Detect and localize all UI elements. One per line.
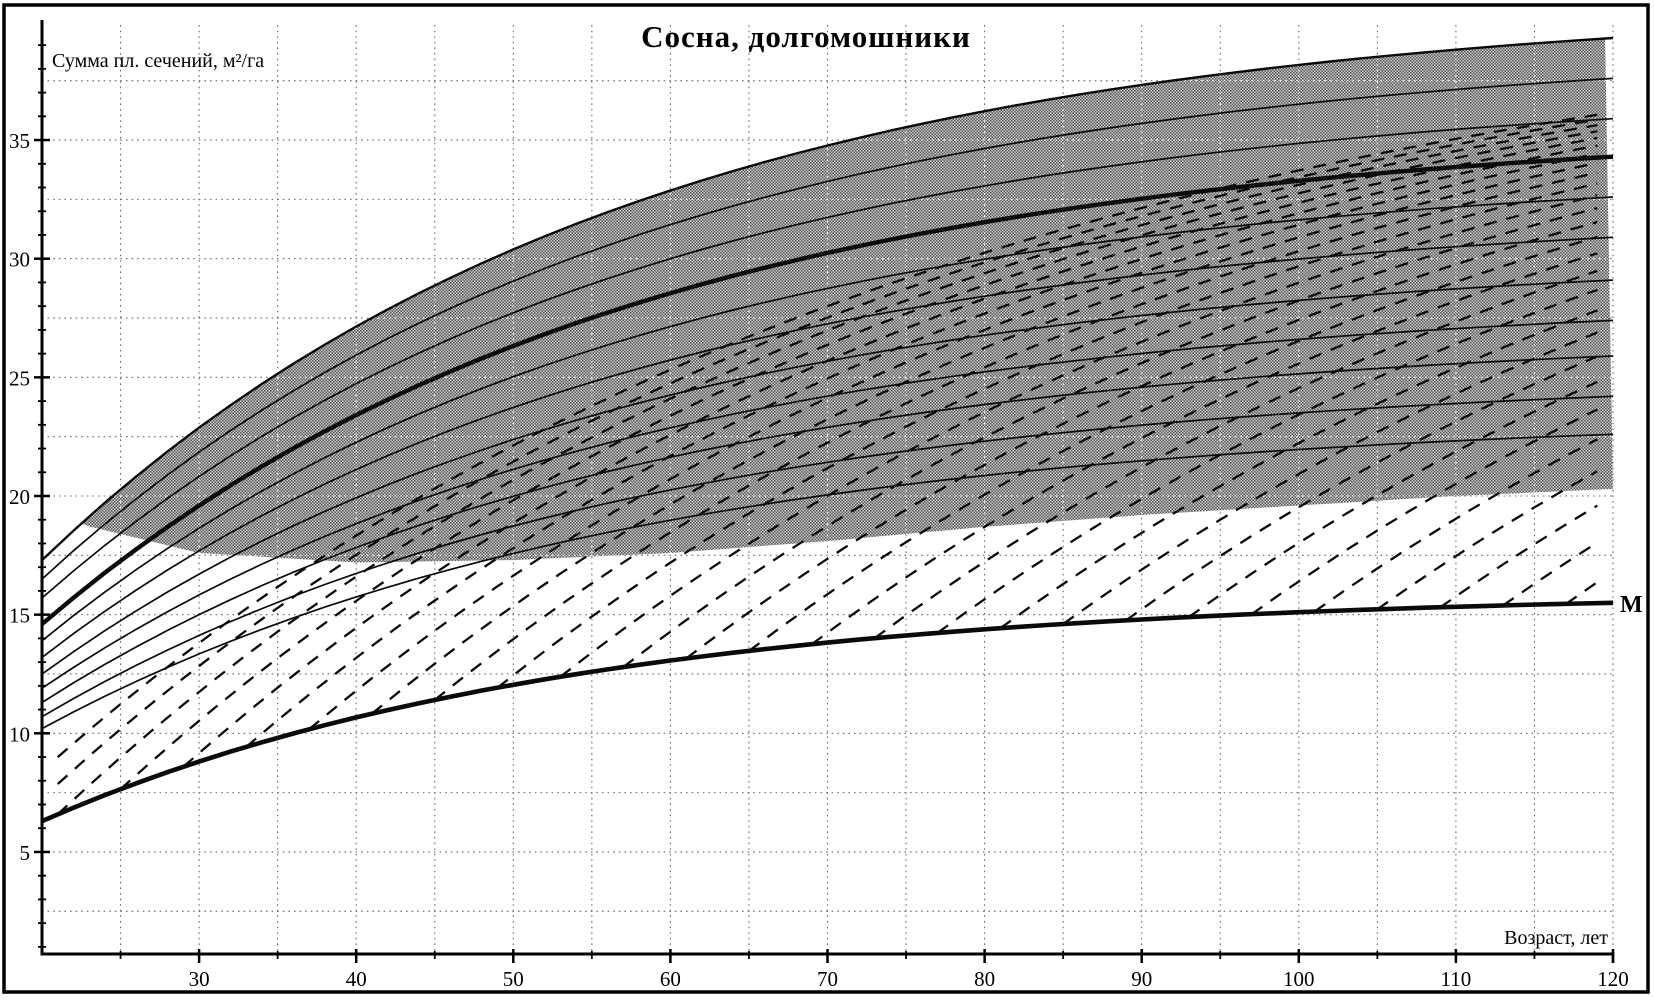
- thinning-trajectory: [1188, 380, 1598, 619]
- thinning-trajectory: [1313, 438, 1598, 613]
- thinning-trajectory: [936, 288, 1598, 634]
- stocking-curve: [42, 395, 1614, 718]
- x-tick-label: 50: [503, 967, 524, 991]
- minimum-basal-area-curve: [42, 600, 1614, 824]
- y-tick-labels: 5 10 15 20 25 30 35: [9, 129, 30, 865]
- thinning-trajectory: [1376, 470, 1598, 611]
- y-tick-label: 5: [20, 841, 31, 865]
- thinning-trajectory: [434, 171, 1598, 701]
- thinning-trajectory: [119, 130, 1598, 790]
- thinning-trajectory: [1251, 408, 1598, 616]
- x-tick-label: 100: [1283, 967, 1315, 991]
- thinning-trajectory: [56, 123, 1598, 816]
- optimal-zone-area: [81, 38, 1613, 563]
- x-tick-label: 120: [1597, 967, 1629, 991]
- x-tick-label: 60: [660, 967, 681, 991]
- thinning-trajectory: [559, 194, 1598, 678]
- thinning-trajectory: [1062, 331, 1598, 625]
- x-tick-label: 90: [1131, 967, 1152, 991]
- thinning-trajectory: [685, 220, 1598, 660]
- axes: [34, 20, 1615, 963]
- y-axis-title: Сумма пл. сечений, м²/га: [52, 50, 264, 72]
- thinning-trajectory: [245, 144, 1598, 748]
- thinning-trajectory: [999, 309, 1598, 630]
- y-tick-label: 15: [9, 604, 30, 628]
- x-tick-label: 30: [189, 967, 210, 991]
- thinning-trajectory: [873, 269, 1598, 640]
- y-tick-label: 20: [9, 485, 30, 509]
- stocking-curve: [42, 319, 1614, 689]
- thinning-trajectory: [1439, 504, 1598, 609]
- thinning-trajectory: [1502, 541, 1598, 607]
- y-tick-label: 10: [9, 722, 30, 746]
- chart-title: Сосна, долгомошники: [641, 19, 971, 54]
- x-axis-title: Возраст, лет: [1504, 927, 1608, 949]
- thinning-trajectories: [56, 113, 1598, 816]
- band-top-curve: [42, 36, 1614, 561]
- thinning-trajectory: [811, 252, 1598, 646]
- y-tick-label: 30: [9, 248, 30, 272]
- x-tick-labels: 30 40 50 60 70 80 90 100 110 120: [189, 967, 1629, 991]
- stocking-curve: [42, 117, 1614, 599]
- m-curve: [42, 600, 1614, 824]
- thinning-trajectory: [371, 161, 1598, 715]
- stocking-curve: [42, 236, 1614, 659]
- y-tick-label: 25: [9, 366, 30, 390]
- thinning-trajectory: [1565, 581, 1598, 605]
- outer-frame: [2, 3, 1650, 994]
- x-tick-label: 80: [974, 967, 995, 991]
- x-tick-label: 40: [346, 967, 367, 991]
- thinning-trajectory: [56, 113, 1598, 758]
- stocking-curve: [42, 196, 1614, 642]
- stocking-density-curves: [42, 36, 1614, 730]
- thinning-trajectory: [1125, 355, 1598, 622]
- stocking-curve: [42, 77, 1614, 580]
- thinning-trajectory: [748, 235, 1598, 652]
- bold-stocking-curve: [42, 154, 1614, 626]
- thinning-trajectory: [308, 152, 1598, 731]
- x-tick-label: 110: [1441, 967, 1472, 991]
- min-line-label: M: [1620, 592, 1643, 618]
- optimal-stocking-band: [81, 38, 1613, 563]
- thinning-trajectory: [182, 136, 1598, 768]
- thinning-trajectory: [56, 118, 1598, 785]
- y-tick-label: 35: [9, 129, 30, 153]
- x-tick-label: 70: [817, 967, 838, 991]
